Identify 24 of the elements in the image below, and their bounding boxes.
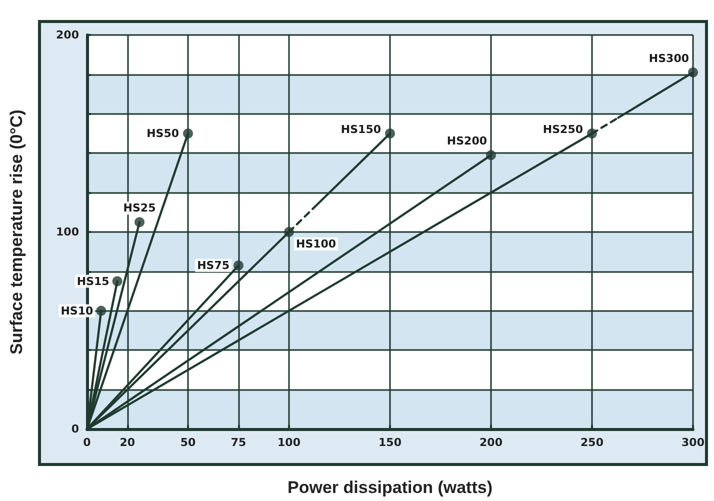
- annotation: HS75: [197, 258, 230, 272]
- y-tick-label: 100: [56, 226, 80, 238]
- y-axis-title: Surface temperature rise (0°C): [7, 110, 26, 354]
- annotation: HS300: [648, 52, 690, 65]
- annotation: HS100: [296, 238, 336, 250]
- annotation: HS150: [340, 123, 382, 136]
- x-tick-label: 250: [580, 436, 604, 449]
- x-tick-label: 50: [180, 436, 196, 449]
- y-tick-label: 0: [71, 422, 80, 436]
- x-tick-label: 100: [278, 436, 301, 449]
- x-tick-label: 300: [682, 436, 705, 449]
- x-tick-label: 200: [480, 436, 503, 449]
- annotation: HS250: [542, 123, 584, 136]
- annotation: HS10: [60, 304, 94, 318]
- x-tick-label: 20: [120, 436, 136, 449]
- x-axis-title: Power dissipation (watts): [288, 478, 492, 497]
- x-tick-label: 0: [83, 436, 92, 449]
- annotation: HS15: [76, 274, 110, 288]
- y-tick-label: 200: [56, 28, 80, 42]
- x-tick-label: 150: [378, 436, 402, 449]
- annotation: HS200: [446, 134, 488, 148]
- annotation: HS50: [146, 127, 180, 140]
- annotation: HS25: [123, 202, 156, 215]
- x-tick-label: 75: [230, 436, 246, 449]
